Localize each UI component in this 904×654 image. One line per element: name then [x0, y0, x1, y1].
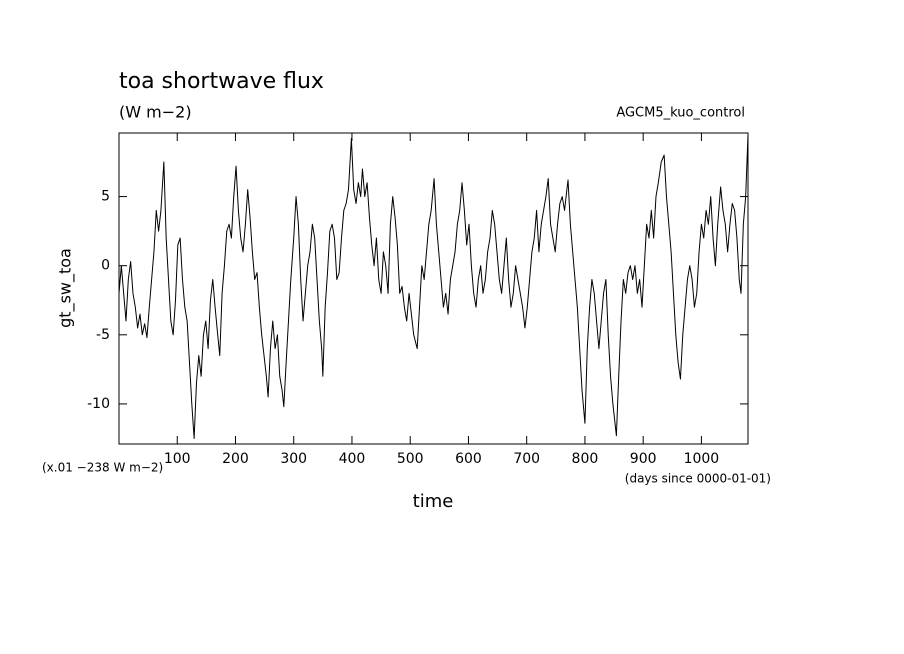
chart-subtitle: (W m−2) — [119, 103, 192, 122]
x-tick-label: 400 — [339, 451, 366, 467]
chart-title: toa shortwave flux — [119, 69, 324, 94]
x-tick-label: 900 — [630, 451, 657, 467]
annotation: AGCM5_kuo_control — [616, 106, 745, 121]
data-line — [118, 134, 749, 439]
x-tick-label: 300 — [280, 451, 307, 467]
y-tick-label: -5 — [96, 327, 110, 343]
x-tick-label: 1000 — [684, 451, 720, 467]
y-tick-label: 5 — [101, 189, 110, 205]
x-axis-label: time — [413, 491, 454, 512]
x-tick-label: 200 — [222, 451, 249, 467]
y-unit-note: (x.01 −238 W m−2) — [42, 461, 163, 475]
x-tick-label: 700 — [513, 451, 540, 467]
x-tick-label: 100 — [164, 451, 191, 467]
x-tick-label: 800 — [572, 451, 599, 467]
y-tick-label: 0 — [101, 258, 110, 274]
x-unit-note: (days since 0000-01-01) — [625, 472, 771, 486]
y-axis-label: gt_sw_toa — [56, 248, 76, 328]
x-tick-label: 500 — [397, 451, 424, 467]
x-tick-label: 600 — [455, 451, 482, 467]
y-tick-label: -10 — [87, 396, 110, 412]
